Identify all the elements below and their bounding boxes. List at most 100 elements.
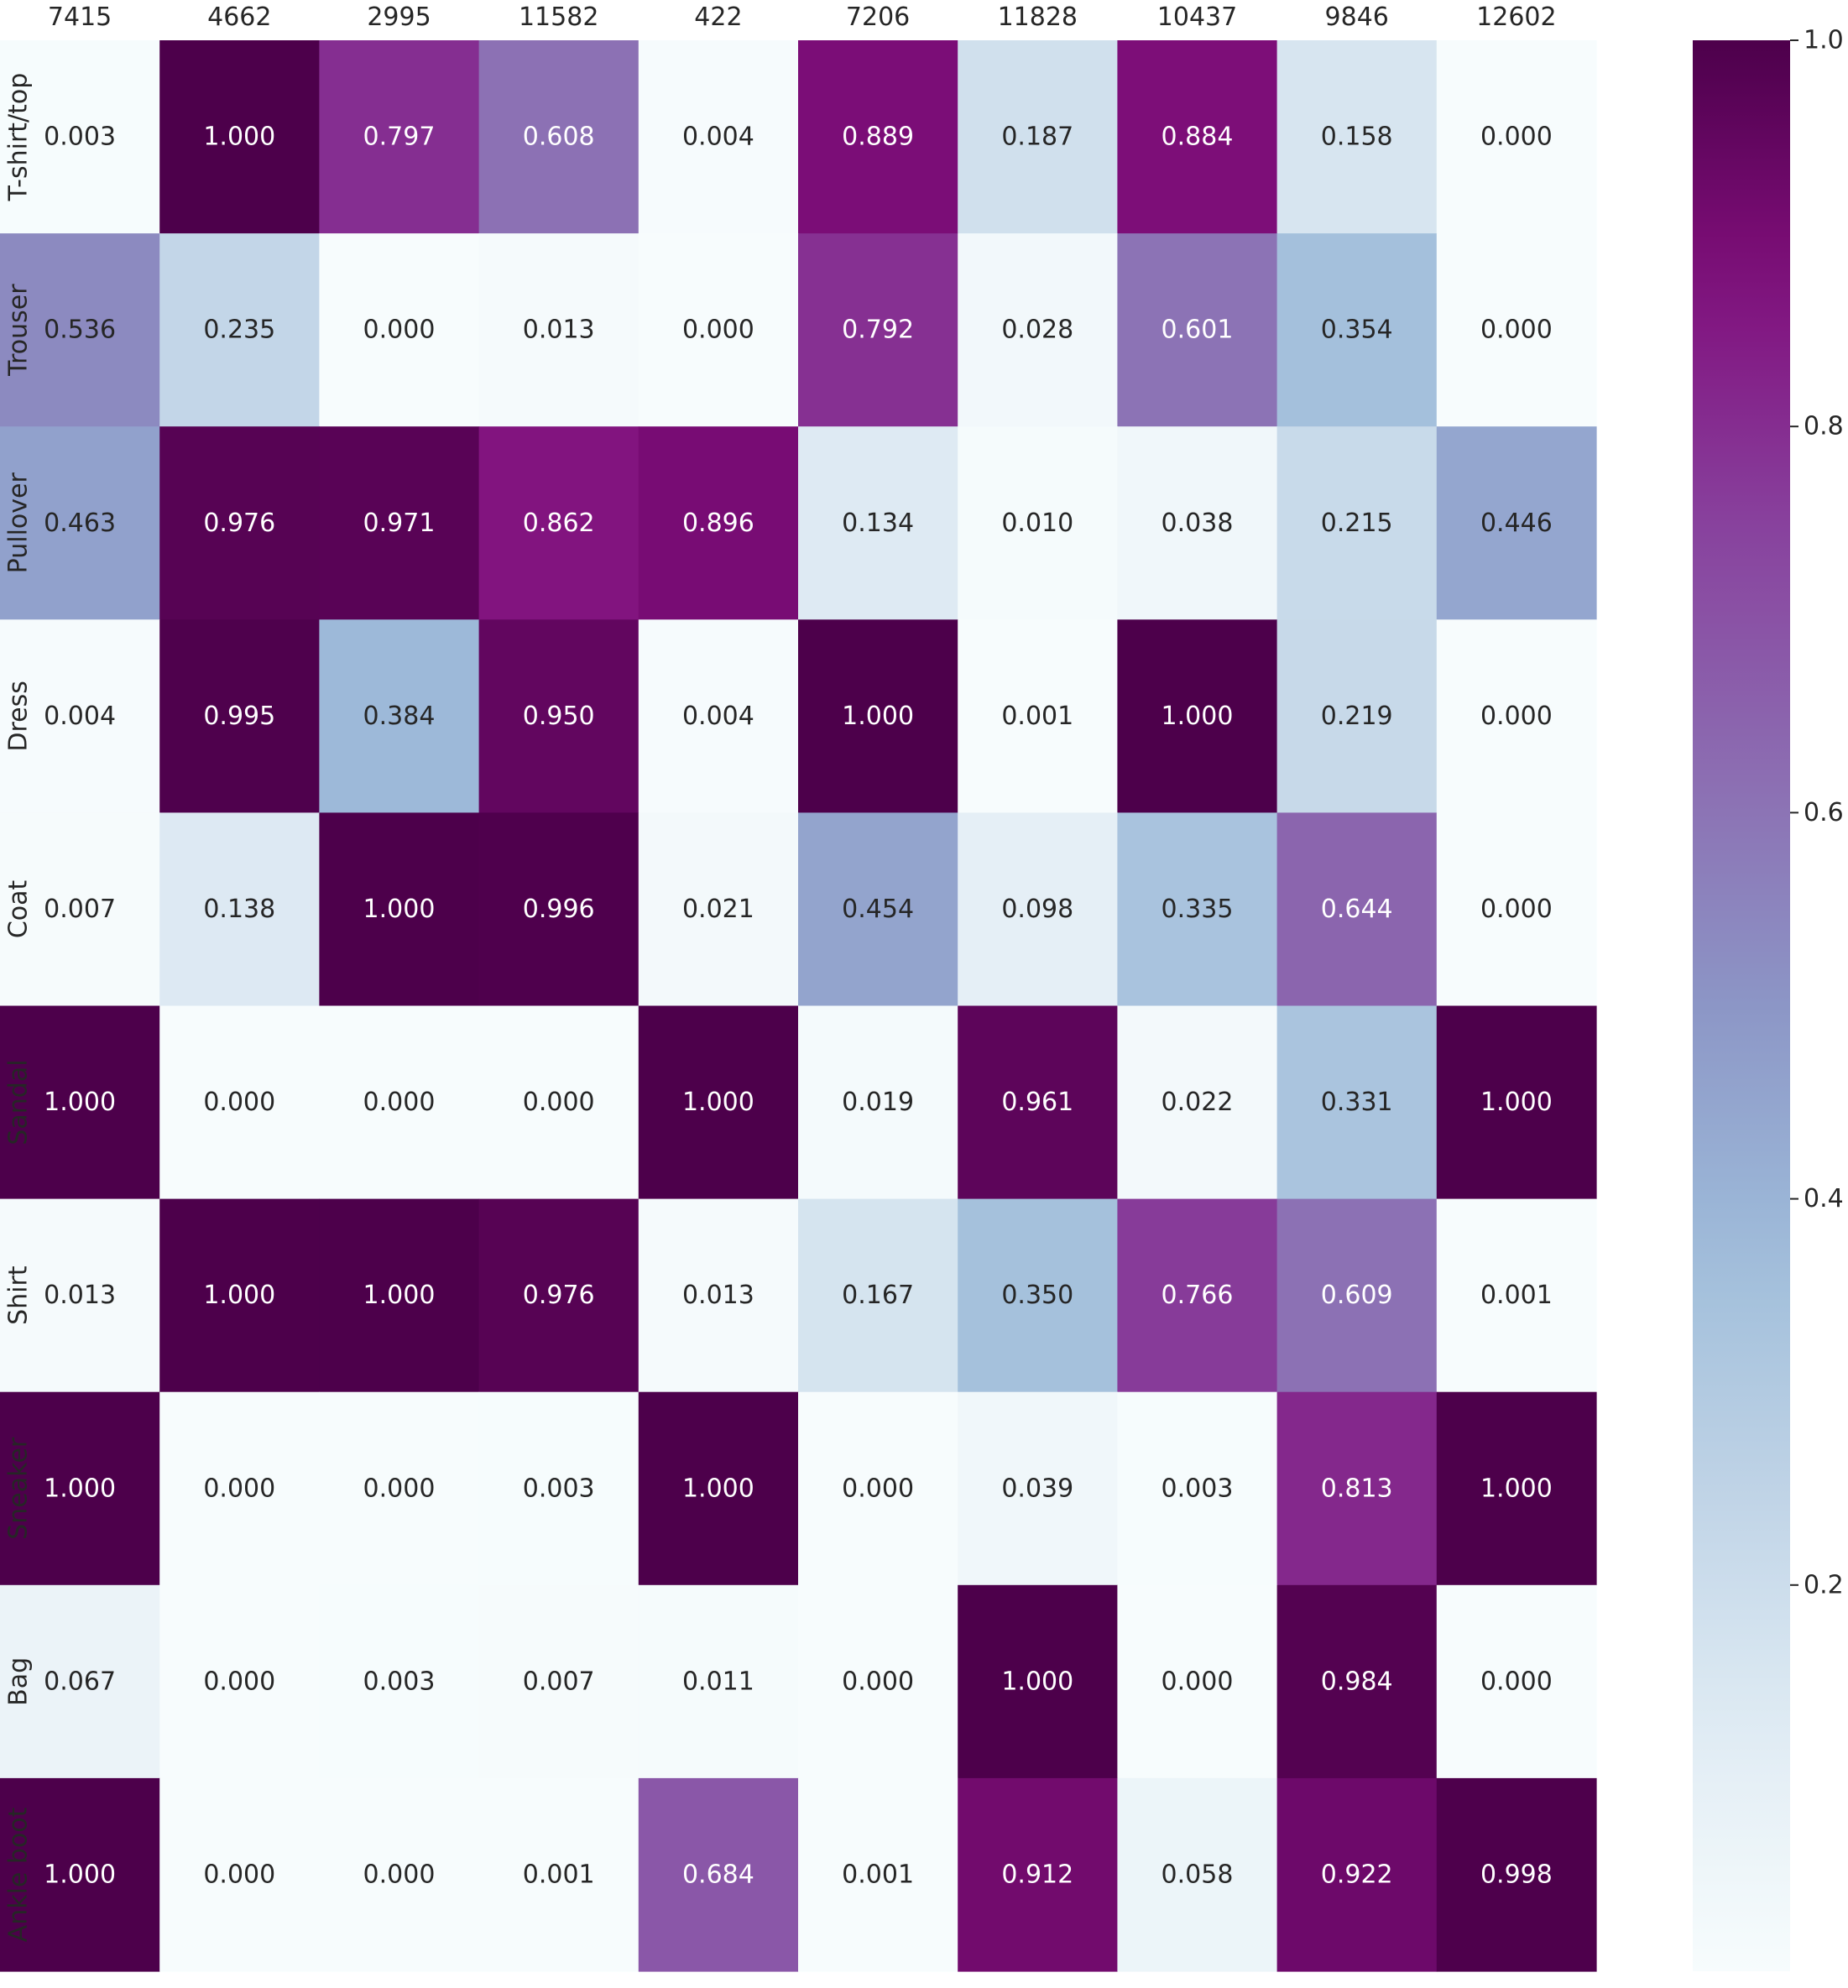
heatmap-cell bbox=[159, 1777, 320, 1972]
y-tick-label: Ankle boot bbox=[4, 1807, 34, 1942]
heatmap-cell bbox=[319, 1005, 480, 1200]
cell-value-label: 0.000 bbox=[363, 1860, 436, 1889]
heatmap-cell bbox=[1117, 1198, 1278, 1393]
cell-value-label: 0.995 bbox=[203, 702, 275, 731]
cell-value-label: 0.536 bbox=[44, 316, 116, 345]
cell-value-label: 0.813 bbox=[1321, 1474, 1393, 1503]
heatmap-cell bbox=[958, 233, 1118, 427]
y-tick-label: Trouser bbox=[4, 284, 34, 377]
heatmap-cell bbox=[798, 426, 958, 620]
x-tick-label: 2995 bbox=[367, 3, 431, 32]
heatmap-cell bbox=[319, 1584, 480, 1779]
cell-value-label: 0.950 bbox=[523, 702, 595, 731]
cell-value-label: 0.028 bbox=[1001, 316, 1073, 345]
cell-value-label: 0.912 bbox=[1001, 1860, 1073, 1889]
heatmap-cell bbox=[1117, 1391, 1278, 1586]
heatmap-cell bbox=[798, 619, 958, 813]
heatmap-cell bbox=[0, 812, 160, 1007]
x-tick-label: 10437 bbox=[1157, 3, 1237, 32]
heatmap-cell bbox=[0, 1584, 160, 1779]
heatmap-cell bbox=[1436, 812, 1597, 1007]
heatmap-cell bbox=[958, 40, 1118, 234]
heatmap-cell bbox=[478, 1391, 639, 1586]
heatmap-cell bbox=[0, 619, 160, 813]
cell-value-label: 1.000 bbox=[363, 895, 436, 924]
cell-value-label: 0.007 bbox=[44, 895, 116, 924]
cell-value-label: 1.000 bbox=[44, 1474, 116, 1503]
heatmap-cell bbox=[1276, 40, 1438, 234]
x-axis-tick-labels: 7415 4662 2995 11582 422 7206 11828 10437 9846 12… bbox=[48, 3, 1557, 32]
heatmap-cell bbox=[638, 812, 799, 1007]
cell-value-label: 0.644 bbox=[1321, 895, 1393, 924]
cell-value-label: 0.976 bbox=[523, 1281, 595, 1310]
cell-value-label: 0.003 bbox=[1162, 1474, 1234, 1503]
cell-value-label: 1.000 bbox=[682, 1088, 754, 1117]
heatmap-cell bbox=[159, 426, 320, 620]
heatmap-cell bbox=[798, 1198, 958, 1393]
heatmap-cell bbox=[958, 1005, 1118, 1200]
cell-value-label: 0.158 bbox=[1321, 123, 1393, 152]
heatmap-cell bbox=[1436, 1391, 1597, 1586]
heatmap-cell bbox=[319, 426, 480, 620]
heatmap-cell bbox=[319, 812, 480, 1007]
cell-value-label: 0.446 bbox=[1480, 509, 1553, 538]
cell-value-label: 1.000 bbox=[203, 123, 275, 152]
heatmap-cell bbox=[478, 1584, 639, 1779]
cell-value-label: 0.067 bbox=[44, 1667, 116, 1696]
heatmap-cell bbox=[958, 619, 1118, 813]
heatmap-cell bbox=[638, 1198, 799, 1393]
heatmap-cell bbox=[1436, 1584, 1597, 1779]
y-tick-label: T-shirt/top bbox=[4, 73, 34, 202]
heatmap-cell bbox=[159, 1391, 320, 1586]
heatmap-cell bbox=[958, 1584, 1118, 1779]
heatmap-cell bbox=[0, 1777, 160, 1972]
cell-value-label: 0.331 bbox=[1321, 1088, 1393, 1117]
cell-value-label: 0.000 bbox=[1480, 316, 1553, 345]
heatmap-cell bbox=[319, 1198, 480, 1393]
heatmap-cell bbox=[1276, 233, 1438, 427]
y-tick-label: Shirt bbox=[4, 1265, 34, 1325]
heatmap-cell bbox=[319, 233, 480, 427]
heatmap-cell bbox=[638, 1584, 799, 1779]
heatmap-cell bbox=[798, 233, 958, 427]
cell-value-label: 0.000 bbox=[1480, 1667, 1553, 1696]
cell-value-label: 1.000 bbox=[203, 1281, 275, 1310]
heatmap-cell bbox=[958, 1777, 1118, 1972]
cell-value-label: 0.000 bbox=[363, 316, 436, 345]
cell-value-label: 0.021 bbox=[682, 895, 754, 924]
cell-value-label: 0.001 bbox=[1001, 702, 1073, 731]
cell-value-label: 0.000 bbox=[363, 1088, 436, 1117]
heatmap-cell bbox=[159, 1198, 320, 1393]
x-tick-label: 422 bbox=[694, 3, 742, 32]
heatmap-cell bbox=[798, 812, 958, 1007]
y-tick-label: Sandal bbox=[4, 1059, 34, 1145]
heatmap-cell bbox=[1436, 233, 1597, 427]
cell-value-label: 0.003 bbox=[363, 1667, 436, 1696]
heatmap-cell bbox=[798, 1584, 958, 1779]
heatmap-cell bbox=[798, 1005, 958, 1200]
heatmap-cell bbox=[478, 233, 639, 427]
cell-value-label: 1.000 bbox=[1001, 1667, 1073, 1696]
heatmap-cell bbox=[478, 619, 639, 813]
y-tick-label: Pullover bbox=[4, 472, 34, 574]
heatmap-cell bbox=[798, 1391, 958, 1586]
cell-value-label: 0.058 bbox=[1162, 1860, 1234, 1889]
heatmap-cell bbox=[638, 619, 799, 813]
cell-value-label: 0.889 bbox=[842, 123, 914, 152]
heatmap-cell bbox=[1117, 1584, 1278, 1779]
heatmap-cell bbox=[1117, 1005, 1278, 1200]
heatmap-cell bbox=[1117, 40, 1278, 234]
cell-value-label: 0.219 bbox=[1321, 702, 1393, 731]
cell-value-label: 0.609 bbox=[1321, 1281, 1393, 1310]
heatmap-cell bbox=[478, 40, 639, 234]
cell-value-label: 0.862 bbox=[523, 509, 595, 538]
heatmap-cell bbox=[638, 1391, 799, 1586]
colorbar-tick-label: 0.4 bbox=[1804, 1184, 1844, 1213]
cell-value-label: 0.354 bbox=[1321, 316, 1393, 345]
x-tick-label: 11582 bbox=[519, 3, 598, 32]
cell-value-label: 0.215 bbox=[1321, 509, 1393, 538]
cell-value-label: 0.766 bbox=[1162, 1281, 1234, 1310]
heatmap-cell bbox=[638, 40, 799, 234]
heatmap-cell bbox=[1436, 1777, 1597, 1972]
